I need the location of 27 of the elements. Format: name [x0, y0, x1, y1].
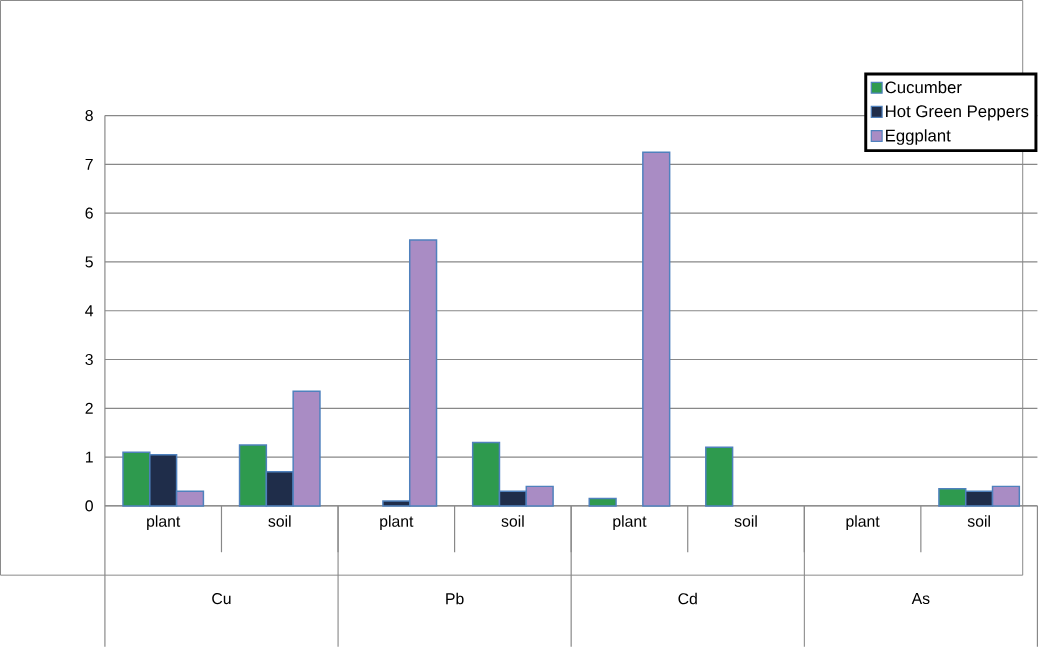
x-tick-label: soil: [268, 515, 291, 527]
legend-label: Eggplant: [886, 129, 951, 145]
legend-label: Cucumber: [885, 80, 962, 94]
y-tick-label: 8: [85, 109, 93, 121]
y-tick-label: 2: [85, 402, 93, 414]
x-tick-label: soil: [734, 515, 757, 527]
y-tick-label: 7: [85, 158, 93, 170]
x-tick-label: soil: [967, 515, 990, 527]
bar: [642, 151, 671, 507]
text: Cd: [678, 592, 697, 605]
text: Cu: [212, 592, 231, 604]
y-tick-label: 4: [85, 305, 94, 316]
x-tick-label: plant: [846, 515, 880, 530]
x-tick-label: plant: [613, 515, 647, 530]
y-tick-label: 0: [85, 500, 93, 512]
y-tick-label: 5: [85, 256, 93, 268]
x-tick-label: plant: [147, 515, 181, 530]
legend-label: Hot Green Peppers: [886, 105, 1029, 121]
x-tick-label: soil: [501, 515, 524, 527]
x-tick-label: plant: [380, 515, 414, 530]
text: Pb: [446, 592, 464, 605]
y-tick-label: 6: [85, 207, 93, 219]
y-tick-label: 1: [85, 451, 93, 463]
bar: [588, 497, 617, 507]
text: As: [911, 592, 930, 604]
y-tick-label: 3: [85, 353, 93, 365]
bar: [705, 446, 734, 507]
